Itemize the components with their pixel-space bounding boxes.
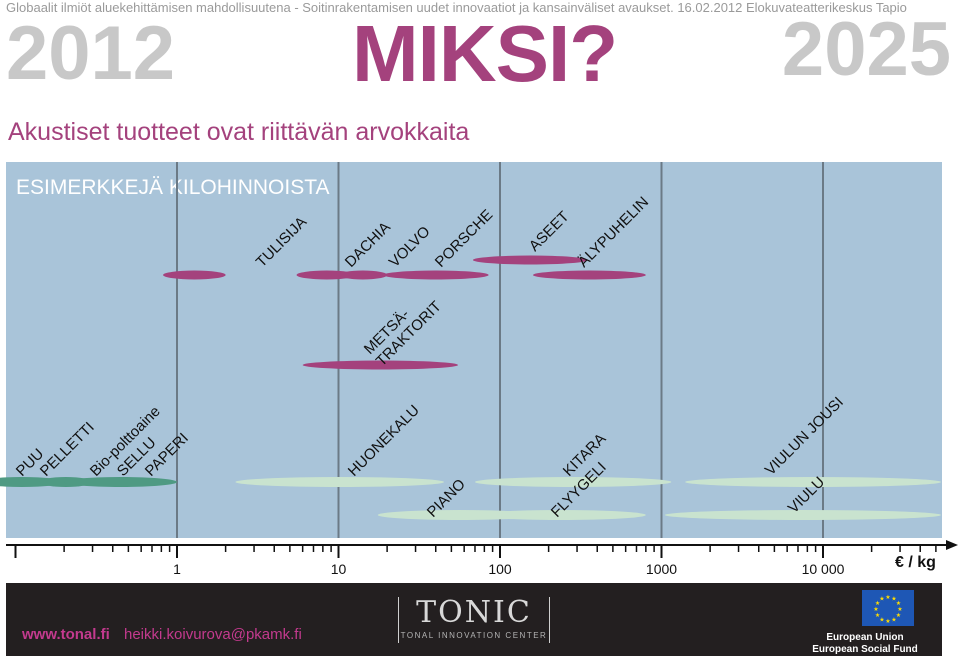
svg-text:★: ★ — [875, 612, 880, 619]
year-2012: 2012 — [6, 11, 176, 96]
svg-text:★: ★ — [891, 616, 896, 623]
axis-unit-label: € / kg — [895, 554, 936, 571]
tonic-logo: TONIC TONAL INNOVATION CENTER — [398, 595, 550, 643]
label-huonekalu: HUONEKALU — [345, 402, 423, 480]
svg-text:★: ★ — [873, 606, 878, 613]
label-metsä-traktorit: METSÄ-TRAKTORIT — [361, 286, 445, 370]
bar-huonekalu — [235, 477, 444, 487]
svg-text:★: ★ — [885, 594, 890, 601]
bar-viulun-jousi — [685, 477, 942, 487]
chart-title: ESIMERKKEJÄ KILOHINNOISTA — [16, 176, 330, 199]
svg-text:★: ★ — [875, 600, 880, 607]
tonic-logo-text: TONIC — [416, 595, 532, 630]
svg-text:★: ★ — [879, 616, 884, 623]
bar-kitara — [474, 477, 672, 487]
axis-arrow — [946, 540, 958, 550]
eu-caption: European Union European Social Fund — [810, 632, 920, 656]
bar-älypuhelin — [532, 270, 646, 280]
x-axis: 1 10 100 1000 10 000 € / kg — [6, 540, 958, 577]
bar-paperi — [64, 477, 177, 487]
year-2025: 2025 — [781, 7, 951, 92]
bar-tulisija — [163, 270, 226, 280]
eu-flag-icon: ★ ★ ★ ★ ★ ★ ★ ★ ★ ★ ★ ★ — [862, 590, 914, 626]
bar-flyygeli — [474, 510, 646, 520]
eu-caption-line2: European Social Fund — [812, 644, 918, 655]
svg-text:★: ★ — [896, 612, 901, 619]
bar-porsche — [383, 270, 489, 280]
tick-label: 10 000 — [802, 561, 845, 577]
subtitle: Akustiset tuotteet ovat riittävän arvokk… — [8, 118, 470, 146]
svg-text:★: ★ — [897, 606, 902, 613]
headline: MIKSI? — [352, 9, 618, 98]
footer-bar — [6, 583, 942, 656]
event-info-line: Globaalit ilmiöt aluekehittämisen mahdol… — [6, 0, 907, 15]
label-dachia: DACHIA — [342, 219, 394, 271]
tick-label: 100 — [488, 561, 512, 577]
eu-stars: ★ ★★ ★★★ ★★★ ★★★ — [873, 594, 902, 625]
bar-viulu — [664, 510, 942, 520]
tonic-logo-subtitle: TONAL INNOVATION CENTER — [400, 631, 548, 640]
price-range-bars — [0, 255, 942, 520]
website-link[interactable]: www.tonal.fi — [22, 626, 110, 643]
eu-caption-line1: European Union — [826, 632, 904, 643]
email-link[interactable]: heikki.koivurova@pkamk.fi — [124, 626, 302, 643]
label-tulisija: TULISIJA — [253, 213, 310, 270]
label-viulun-jousi: VIULUN JOUSI — [762, 394, 847, 479]
tick-label: 1 — [173, 561, 181, 577]
chart-panel — [6, 162, 942, 538]
bar-volvo — [338, 270, 388, 280]
svg-text:★: ★ — [879, 596, 884, 603]
bar-metsä-traktorit — [302, 360, 459, 370]
svg-text:★: ★ — [896, 600, 901, 607]
gridlines — [176, 162, 824, 538]
tick-label: 1000 — [646, 561, 677, 577]
label-älypuhelin: ÄLYPUHELIN — [575, 194, 652, 271]
svg-text:★: ★ — [885, 618, 890, 625]
label-aseet: ASEET — [526, 208, 573, 255]
bar-aseet — [472, 255, 588, 265]
svg-text:★: ★ — [891, 596, 896, 603]
tick-label: 10 — [331, 561, 347, 577]
